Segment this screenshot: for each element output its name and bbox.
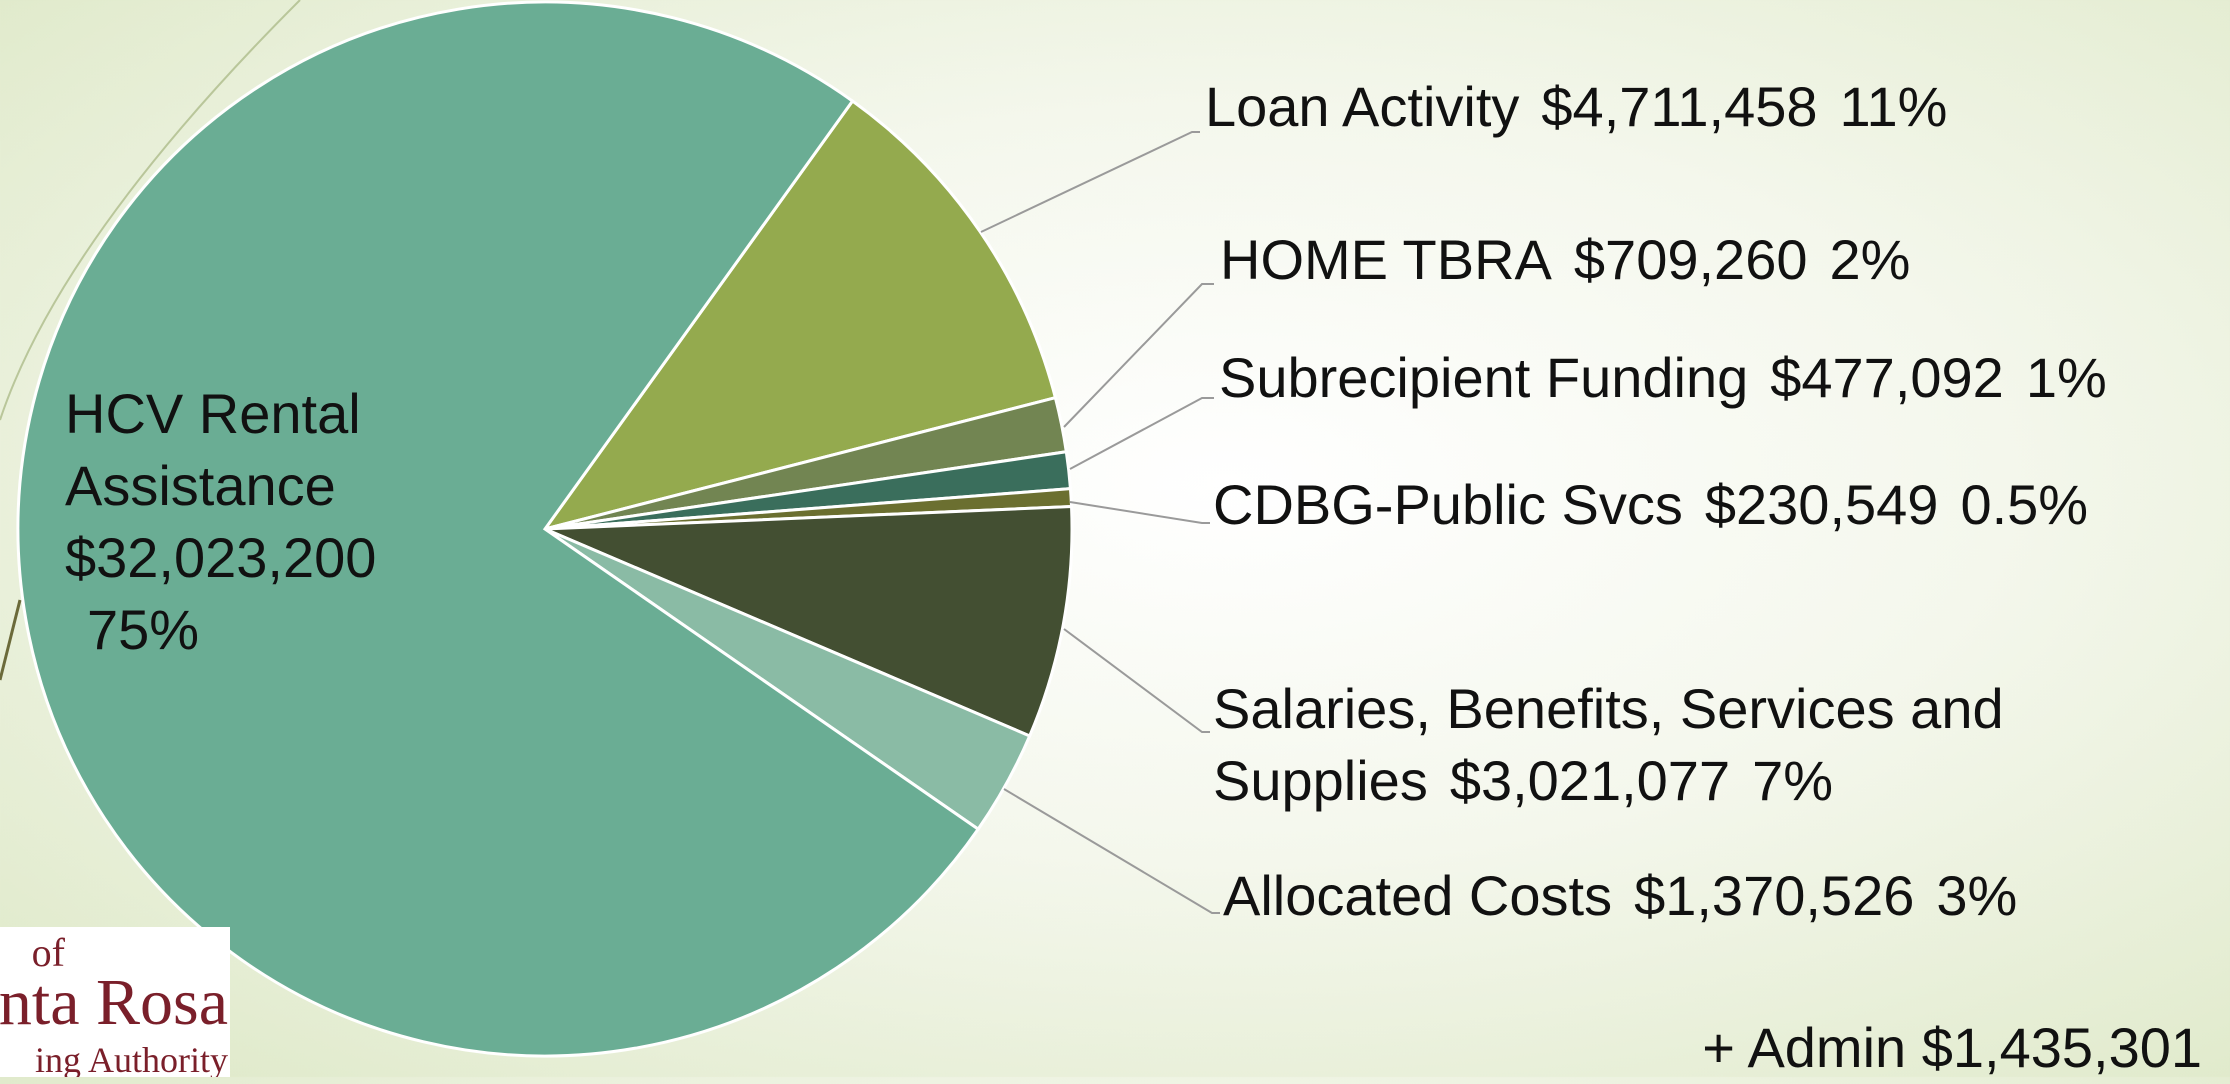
- logo-text: of: [31, 930, 65, 975]
- slice-percent: 0.5%: [1960, 473, 2089, 536]
- slice-name: HCV Rental Assistance: [65, 382, 361, 517]
- slice-name: Loan Activity: [1205, 75, 1520, 138]
- pie-slice: [16, 0, 981, 1058]
- logo: of nta Rosa ing Authority: [0, 927, 230, 1077]
- slice-label: CDBG-Public Svcs $230,549 0.5%: [1213, 469, 2088, 541]
- annotation: + Admin $1,435,301: [1702, 1016, 2202, 1079]
- slice-label: HOME TBRA $709,260 2%: [1220, 224, 1910, 296]
- slice-percent: 3%: [1936, 864, 2018, 927]
- slice-label: Allocated Costs $1,370,526 3%: [1223, 860, 2017, 932]
- logo-text: ing Authority: [34, 1040, 228, 1077]
- leader-line: [1003, 788, 1220, 914]
- slice-percent: 2%: [1829, 228, 1911, 291]
- slice-value: $1,370,526: [1634, 864, 1915, 927]
- slice-name: HOME TBRA: [1220, 228, 1552, 291]
- slice-name: Subrecipient Funding: [1219, 346, 1749, 409]
- leader-line: [1069, 397, 1214, 470]
- leader-line: [1063, 628, 1210, 733]
- slice-name: Salaries, Benefits, Services and Supplie…: [1213, 677, 2004, 812]
- slice-percent: 1%: [2025, 346, 2107, 409]
- slice-percent: 7%: [1752, 749, 1834, 812]
- slice-label: HCV Rental Assistance $32,023,200 75%: [65, 378, 545, 666]
- slice-name: Allocated Costs: [1223, 864, 1613, 927]
- decor-arc: [0, 599, 22, 681]
- slice-value: $709,260: [1573, 228, 1808, 291]
- slice-value: $477,092: [1770, 346, 2004, 409]
- slice-label: Loan Activity $4,711,458 11%: [1205, 71, 1947, 143]
- pie-slice: [544, 504, 1074, 738]
- slice-value: $4,711,458: [1541, 75, 1818, 138]
- slice-value: $3,021,077: [1449, 749, 1731, 812]
- leader-line: [1063, 283, 1214, 428]
- slice-percent: 75%: [87, 598, 200, 661]
- leader-line: [980, 131, 1200, 233]
- slice-name: CDBG-Public Svcs: [1213, 473, 1683, 536]
- slice-label: Salaries, Benefits, Services and Supplie…: [1213, 673, 2095, 817]
- logo-text: nta Rosa: [0, 966, 228, 1039]
- pie-slice: [541, 98, 1058, 532]
- slice-label: Subrecipient Funding $477,092 1%: [1219, 342, 2107, 414]
- slice-value: $230,549: [1704, 473, 1939, 536]
- slice-value: $32,023,200: [65, 526, 377, 589]
- leader-line: [1069, 501, 1210, 524]
- decor-arc: [0, 0, 301, 421]
- slice-percent: 11%: [1839, 75, 1948, 138]
